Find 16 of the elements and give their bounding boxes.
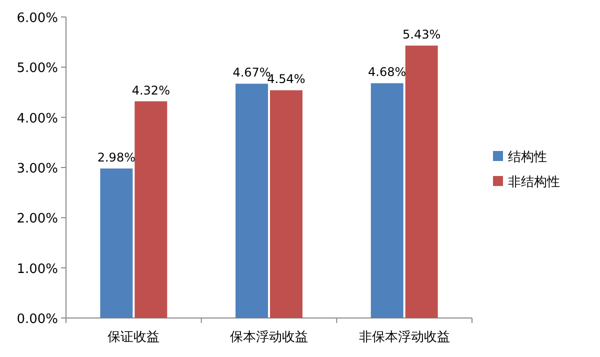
data-label: 4.68% (368, 65, 406, 80)
y-tick-label: 4.00% (16, 111, 58, 126)
x-tick-label: 保证收益 (108, 330, 160, 345)
y-tick-label: 0.00% (16, 312, 58, 327)
data-label: 2.98% (97, 150, 136, 165)
y-tick-label: 6.00% (16, 11, 58, 26)
y-tick-label: 3.00% (16, 162, 58, 176)
y-tick-label: 5.00% (16, 61, 58, 76)
x-tick-label: 非保本浮动收益 (358, 330, 450, 345)
y-tick-label: 2.00% (16, 212, 58, 227)
legend-label: 结构性 (508, 150, 547, 165)
x-tick-label: 保本浮动收益 (230, 330, 308, 345)
legend-label: 非结构性 (508, 175, 560, 190)
data-label: 5.43% (402, 28, 441, 42)
data-label: 4.32% (132, 83, 170, 98)
y-tick-label: 1.00% (16, 262, 58, 277)
